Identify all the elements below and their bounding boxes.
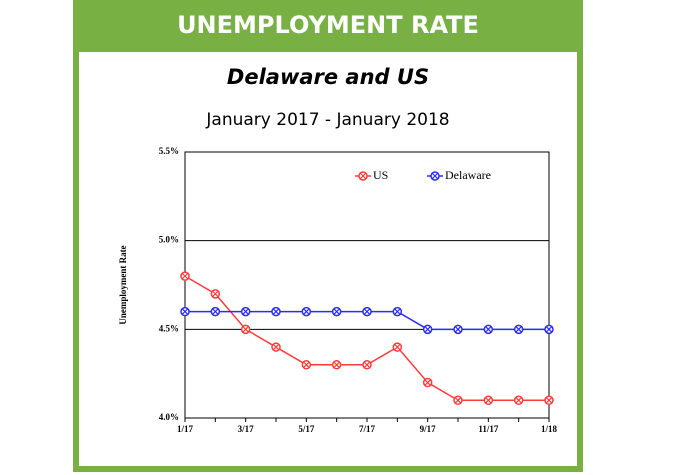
point [422,377,433,388]
point [358,171,368,181]
point [430,171,440,181]
point [210,289,221,299]
point [271,306,281,317]
plot-area [184,151,550,419]
point [483,395,494,406]
x-tick-label: 5/17 [298,424,315,434]
x-tick-label: 7/17 [359,424,376,434]
point [271,342,281,352]
point [513,324,524,335]
chart-subtitle: January 2017 - January 2018 [205,110,449,130]
point [392,306,403,317]
point [483,324,494,335]
point [301,360,312,370]
point [453,395,463,406]
point [362,306,372,317]
x-tick-label: 11/17 [478,424,499,434]
point [422,324,433,335]
x-tick-label: 9/17 [420,424,437,434]
y-axis-label: Unemployment Rate [118,245,128,324]
legend-label: US [373,168,388,182]
point [240,324,251,335]
x-tick-label: 1/18 [541,424,558,434]
y-tick-label: 5.5% [159,146,179,156]
legend-label: Delaware [445,168,491,182]
y-tick-label: 4.5% [159,323,179,333]
point [513,395,524,406]
point [331,360,342,370]
y-tick-label: 5.0% [159,235,179,245]
y-tick-label: 4.0% [159,412,179,422]
header: UNEMPLOYMENT RATE [177,11,479,39]
point [392,342,403,352]
x-tick-label: 1/17 [177,424,194,434]
point [544,324,554,335]
point [453,324,463,335]
point [180,271,190,281]
point [180,306,190,317]
point [362,360,372,370]
chart-title: Delaware and US [227,65,429,89]
point [301,306,312,317]
point [240,306,251,317]
point [331,306,342,317]
point [210,306,221,317]
x-tick-label: 3/17 [238,424,255,434]
point [544,395,554,406]
